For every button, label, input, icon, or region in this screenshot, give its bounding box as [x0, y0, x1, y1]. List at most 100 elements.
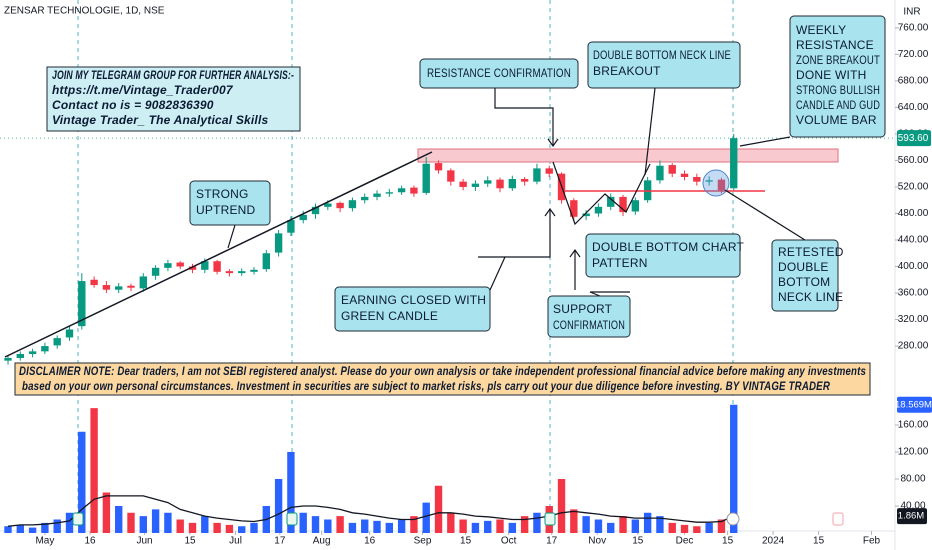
callout [724, 189, 806, 241]
note-box [419, 58, 579, 89]
volume-tick-label: 160.00 [898, 420, 929, 431]
candle-body [176, 262, 184, 267]
volume-bar [680, 524, 689, 533]
volume-tick-label: 120.00 [898, 447, 929, 458]
note-box [585, 233, 741, 278]
x-tick-label: 16 [84, 536, 96, 547]
disclaimer-text: DISCLAIMER NOTE: Dear traders, I am not … [19, 364, 866, 378]
volume-bar [336, 516, 344, 533]
y-tick-label: 680.00 [898, 76, 929, 87]
x-tick-label: 15 [813, 536, 825, 547]
volume-ma-badge-label: 1.86M [898, 511, 924, 522]
note-text: WEEKLY [796, 23, 846, 37]
note-text: NECK LINE [778, 290, 843, 304]
candle-body [348, 200, 357, 209]
candle-body [53, 338, 61, 346]
volume-bar [607, 522, 615, 533]
earnings-icon [286, 512, 298, 526]
candle-body [213, 261, 221, 272]
disclaimer-box [14, 362, 871, 396]
dividend-icon [726, 512, 740, 526]
volume-bar [41, 522, 49, 533]
callout [494, 88, 554, 145]
candle-body [188, 266, 197, 270]
volume-bar [434, 485, 443, 533]
candle-body [201, 261, 209, 270]
earnings-icon [544, 512, 556, 526]
volume-badge [897, 396, 932, 413]
x-tick-label: Dec [676, 536, 694, 547]
candle-body [164, 263, 172, 268]
volume-bar [274, 479, 283, 533]
volume-bar [570, 509, 578, 533]
volume-bar [28, 527, 37, 533]
note-text: RESISTANCE [796, 38, 874, 52]
candle-body [373, 193, 381, 197]
volume-bar [730, 404, 738, 533]
volume-bar [471, 522, 480, 533]
volume-bar [311, 516, 320, 533]
x-tick-label: Feb [863, 536, 881, 547]
candle-body [520, 178, 529, 182]
candle-body [127, 285, 135, 288]
volume-bar [164, 512, 172, 533]
arrow [544, 207, 556, 217]
volume-bar [496, 519, 504, 533]
candle-body [459, 181, 467, 187]
candle-body [115, 286, 123, 290]
volume-ma-badge [897, 508, 927, 525]
note-text: DONE WITH [796, 68, 866, 82]
candle-body [274, 233, 283, 253]
pattern-line [552, 161, 651, 226]
price-badge [897, 130, 931, 147]
candle-body [41, 346, 49, 352]
x-tick-label: 17 [274, 536, 286, 547]
y-tick-label: 440.00 [898, 235, 929, 246]
candle-body [533, 168, 541, 182]
volume-bar [78, 431, 86, 533]
currency: INR [903, 7, 920, 18]
volume-bar [201, 516, 209, 533]
candle-body [619, 196, 627, 213]
volume-bar [520, 516, 529, 533]
candle-body [139, 276, 147, 289]
volume-bar [213, 522, 221, 533]
candle-body [508, 178, 517, 189]
note-text: STRONG BULLISH [796, 83, 880, 97]
x-tick-label: 15 [460, 536, 472, 547]
candle-body [471, 183, 480, 187]
candle-body [299, 214, 307, 221]
note-text: https://t.me/Vintage_Trader007 [52, 83, 234, 97]
y-tick-label: 560.00 [898, 155, 929, 166]
candle-body [385, 192, 394, 194]
x-tick-label: Jun [136, 536, 152, 547]
candle-body [4, 357, 12, 361]
event-icons [72, 512, 844, 526]
candle-body [28, 351, 37, 355]
volume-bar [53, 519, 61, 533]
trend-line [4, 151, 433, 358]
y-tick-label: 280.00 [898, 341, 929, 352]
note-box [547, 295, 631, 338]
candle-body [570, 200, 578, 217]
volume-bar [705, 522, 713, 533]
candle-body [262, 253, 271, 270]
candle-body [680, 173, 689, 178]
y-tick-label: 320.00 [898, 314, 929, 325]
volume-bar [115, 506, 123, 533]
volume-bar [225, 524, 234, 533]
candle-body [102, 285, 111, 290]
candle-body [705, 180, 713, 182]
note-text: BOTTOM [778, 275, 830, 289]
candle-body [238, 271, 246, 274]
candle-body [717, 179, 726, 191]
note-box [789, 15, 886, 138]
disclaimer-text: based on your own personal circumstances… [22, 379, 830, 393]
candle-body [434, 163, 443, 171]
volume-bar [139, 516, 147, 533]
volume-tick-label: 40.00 [900, 501, 925, 512]
candle-body [361, 196, 369, 201]
note-text: Vintage Trader_ The Analytical Skills [52, 113, 268, 127]
volume-bar [299, 512, 307, 533]
candle-body [447, 170, 455, 182]
